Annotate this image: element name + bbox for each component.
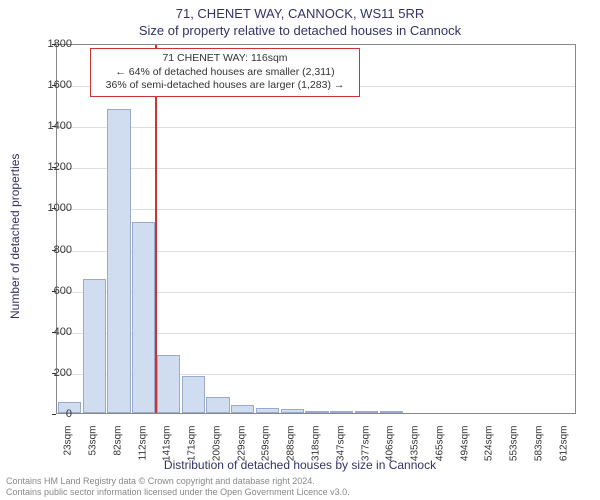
grid-line xyxy=(57,209,575,210)
x-tick-label: 435sqm xyxy=(410,426,421,476)
grid-line xyxy=(57,168,575,169)
y-tick-mark xyxy=(52,250,56,251)
page-subtitle: Size of property relative to detached ho… xyxy=(0,21,600,38)
annotation-line-1: 71 CHENET WAY: 116sqm xyxy=(97,52,353,66)
histogram-bar xyxy=(83,279,106,413)
annotation-box: 71 CHENET WAY: 116sqm ← 64% of detached … xyxy=(90,48,360,97)
x-tick-label: 377sqm xyxy=(360,426,371,476)
histogram-bar xyxy=(355,411,378,413)
y-tick-mark xyxy=(52,85,56,86)
annotation-line-2: ← 64% of detached houses are smaller (2,… xyxy=(97,66,353,80)
histogram-bar xyxy=(182,376,205,413)
x-tick-label: 583sqm xyxy=(533,426,544,476)
histogram-bar xyxy=(231,405,254,413)
histogram-bar xyxy=(132,222,155,413)
histogram-bar xyxy=(305,411,328,413)
x-tick-label: 229sqm xyxy=(236,426,247,476)
x-tick-label: 524sqm xyxy=(484,426,495,476)
footer-line-2: Contains public sector information licen… xyxy=(6,487,594,498)
y-tick-mark xyxy=(52,208,56,209)
x-tick-label: 259sqm xyxy=(261,426,272,476)
histogram-bar xyxy=(157,355,180,413)
x-tick-label: 318sqm xyxy=(311,426,322,476)
reference-line xyxy=(155,45,157,413)
y-tick-mark xyxy=(52,291,56,292)
footer-attribution: Contains HM Land Registry data © Crown c… xyxy=(6,476,594,498)
plot-area xyxy=(56,44,576,414)
histogram-bar xyxy=(380,411,403,413)
x-tick-label: 171sqm xyxy=(187,426,198,476)
y-tick-mark xyxy=(52,373,56,374)
y-axis-title: Number of detached properties xyxy=(8,154,22,319)
y-tick-mark xyxy=(52,167,56,168)
x-tick-label: 406sqm xyxy=(385,426,396,476)
x-tick-label: 112sqm xyxy=(137,426,148,476)
histogram-bar xyxy=(107,109,130,413)
histogram-bar xyxy=(281,409,304,413)
x-tick-label: 82sqm xyxy=(112,426,123,476)
histogram-bar xyxy=(330,411,353,413)
x-tick-label: 465sqm xyxy=(434,426,445,476)
x-tick-label: 200sqm xyxy=(211,426,222,476)
x-tick-label: 553sqm xyxy=(509,426,520,476)
x-tick-label: 53sqm xyxy=(88,426,99,476)
page-title: 71, CHENET WAY, CANNOCK, WS11 5RR xyxy=(0,0,600,21)
y-tick-mark xyxy=(52,332,56,333)
grid-line xyxy=(57,127,575,128)
footer-line-1: Contains HM Land Registry data © Crown c… xyxy=(6,476,594,487)
x-tick-label: 141sqm xyxy=(162,426,173,476)
x-tick-label: 288sqm xyxy=(286,426,297,476)
x-tick-label: 494sqm xyxy=(459,426,470,476)
x-tick-label: 23sqm xyxy=(63,426,74,476)
y-tick-mark xyxy=(52,44,56,45)
y-tick-mark xyxy=(52,414,56,415)
annotation-line-3: 36% of semi-detached houses are larger (… xyxy=(97,79,353,93)
x-tick-label: 612sqm xyxy=(558,426,569,476)
y-tick-mark xyxy=(52,126,56,127)
histogram-bar xyxy=(256,408,279,413)
x-tick-label: 347sqm xyxy=(335,426,346,476)
histogram-bar xyxy=(206,397,229,413)
